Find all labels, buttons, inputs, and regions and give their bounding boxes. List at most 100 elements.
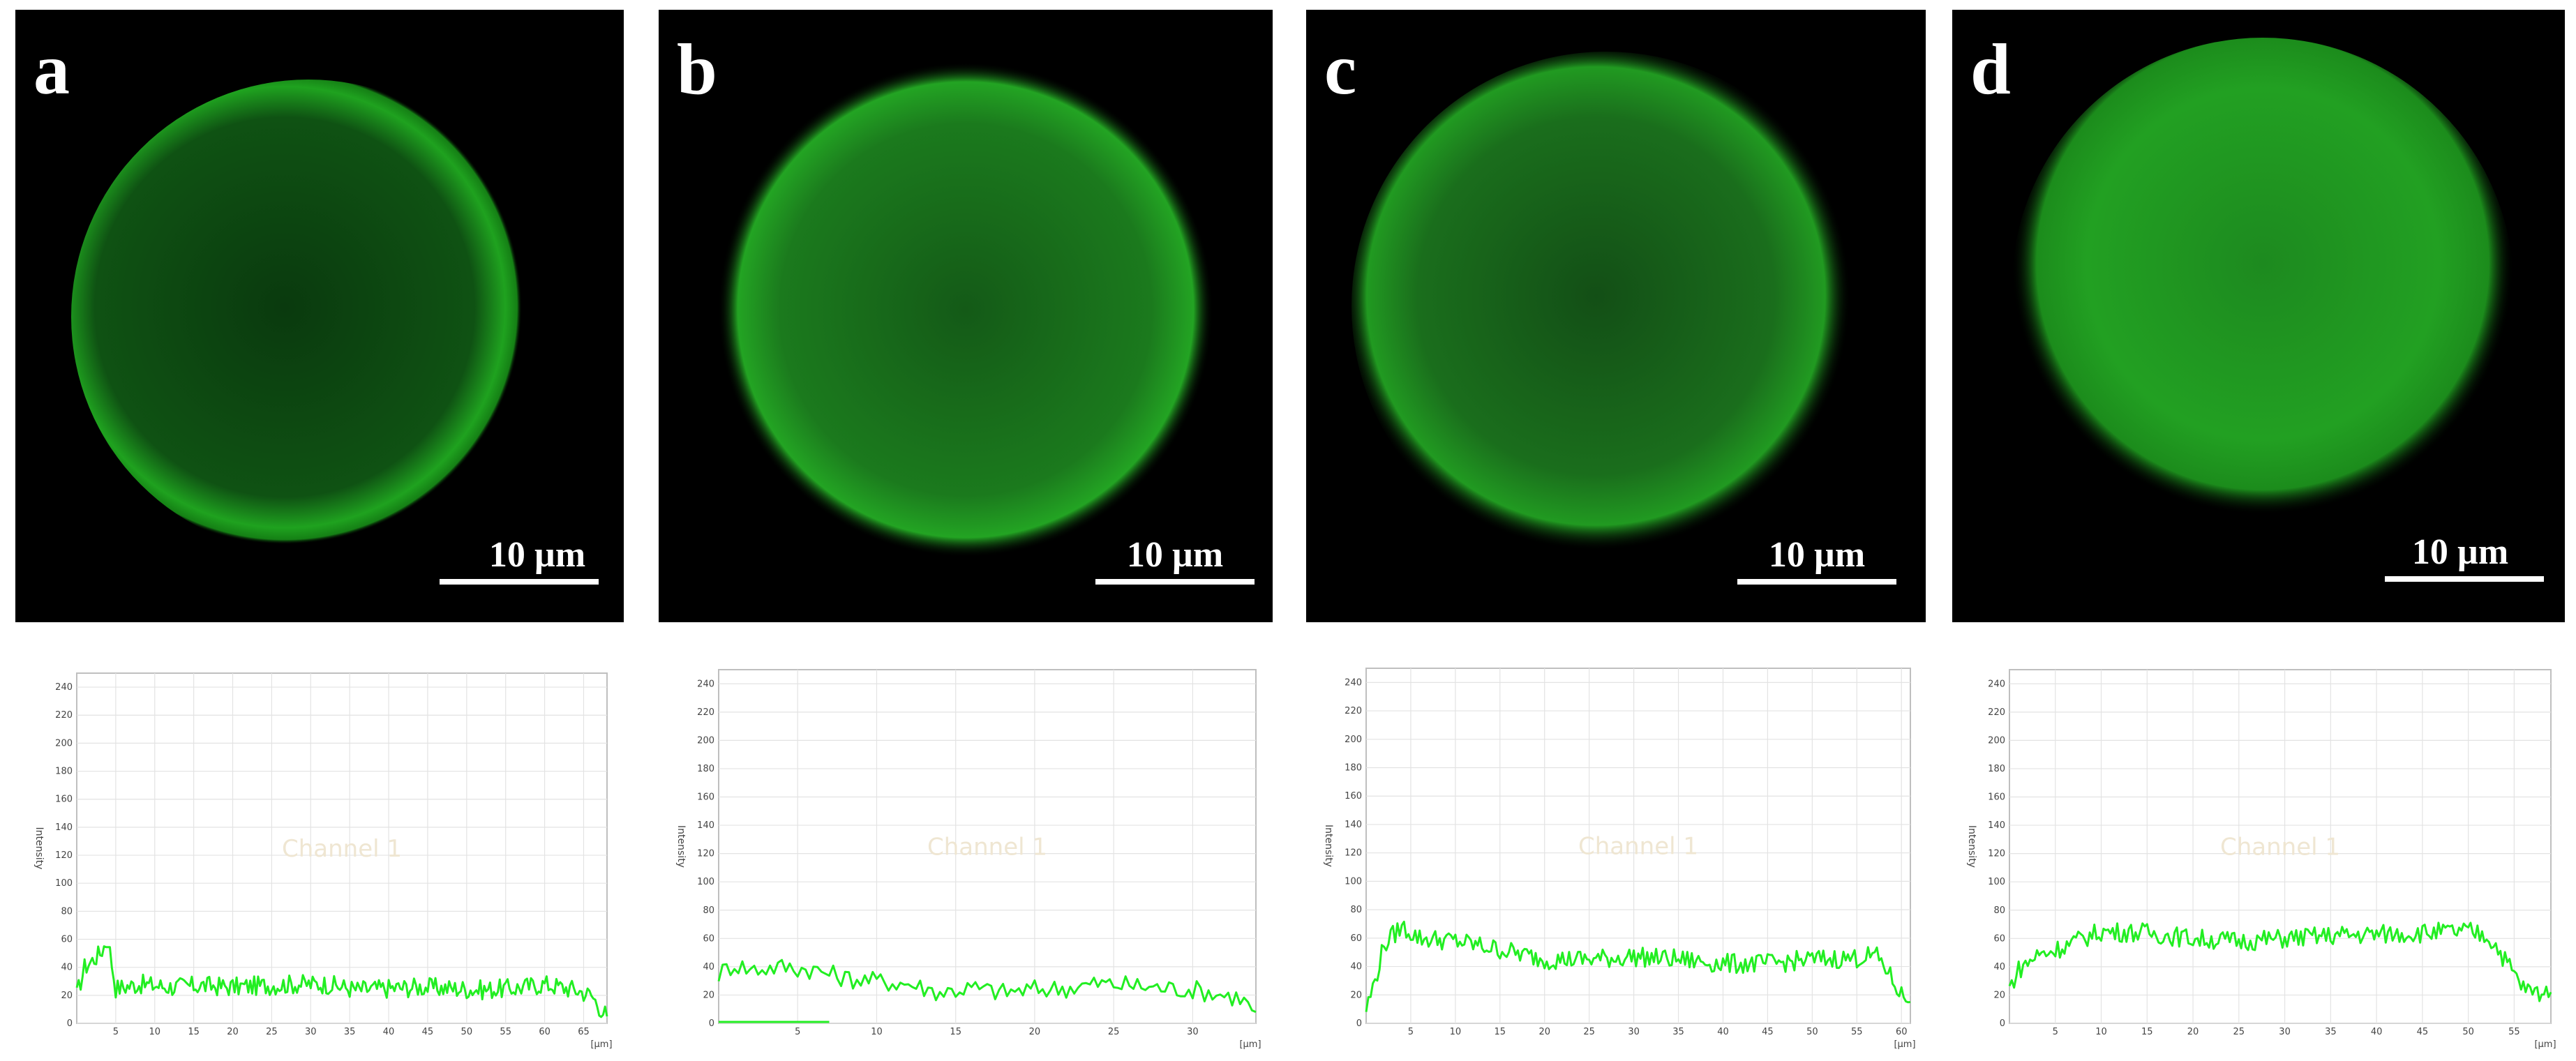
y-tick-label: 140 (697, 820, 714, 831)
scale-bar-d (2385, 576, 2544, 582)
droplet-b (718, 62, 1213, 557)
x-tick-label: 10 (871, 1027, 883, 1037)
y-tick-label: 160 (1988, 792, 2005, 803)
x-unit-label: [µm] (2534, 1039, 2556, 1050)
y-tick-label: 220 (55, 710, 73, 721)
intensity-trace (75, 945, 608, 1018)
y-tick-label: 200 (697, 735, 714, 746)
micrograph-b-image (718, 62, 1213, 557)
x-tick-label: 15 (2141, 1027, 2153, 1037)
x-tick-label: 15 (188, 1027, 200, 1037)
y-tick-label: 180 (1345, 763, 1362, 774)
y-tick-label: 60 (1350, 933, 1362, 944)
x-unit-label: [µm] (1894, 1039, 1915, 1050)
x-tick-label: 35 (344, 1027, 356, 1037)
panel-letter-b: b (677, 29, 717, 110)
intensity-trace (2008, 921, 2552, 1002)
x-tick-label: 65 (578, 1027, 590, 1037)
profile-chart-d: 0 20 40 60 80 100 120 140 160 180 200 220 240 5 10 15 20… (1954, 656, 2565, 1050)
x-tick-label: 30 (1187, 1027, 1199, 1037)
y-tick-label: 200 (1345, 735, 1362, 745)
plot-area (718, 669, 1257, 1024)
y-tick-label: 220 (1988, 707, 2005, 718)
y-tick-label: 140 (55, 822, 73, 833)
profile-chart-a: 0 20 40 60 80 100 120 140 160 180 200 220 240 5 10 15 20… (21, 659, 621, 1050)
x-tick-label: 20 (2187, 1027, 2199, 1037)
y-tick-label: 240 (1988, 679, 2005, 689)
y-tick-label: 60 (61, 935, 73, 945)
x-tick-label: 35 (1672, 1027, 1684, 1037)
y-axis-title: Intensity (1323, 825, 1334, 867)
x-tick-label: 50 (1806, 1027, 1818, 1037)
y-tick-label: 140 (1345, 820, 1362, 830)
y-tick-label: 180 (697, 764, 714, 774)
droplet-c (1351, 52, 1861, 561)
channel-overlay-label: Channel 1 (1578, 833, 1698, 861)
micrograph-a: a 10 µm (15, 10, 624, 622)
x-tick-label: 30 (2279, 1027, 2291, 1037)
x-tick-label: 25 (1108, 1027, 1120, 1037)
plot-area (1365, 668, 1911, 1024)
y-tick-label: 240 (1345, 677, 1362, 688)
droplet-d (2012, 38, 2514, 540)
x-tick-label: 20 (1538, 1027, 1550, 1037)
y-tick-label: 60 (1993, 933, 2005, 944)
y-tick-label: 180 (55, 767, 73, 777)
x-tick-label: 55 (1851, 1027, 1863, 1037)
y-tick-label: 100 (1988, 877, 2005, 887)
scale-label-b: 10 µm (1126, 535, 1224, 575)
y-tick-label: 80 (61, 906, 73, 917)
micrograph-c: c 10 µm (1306, 10, 1926, 622)
y-tick-label: 80 (1993, 905, 2005, 916)
x-tick-label: 40 (1717, 1027, 1729, 1037)
y-tick-label: 120 (1345, 848, 1362, 859)
panel-letter-d: d (1970, 29, 2011, 110)
y-tick-label: 40 (1350, 962, 1362, 972)
y-axis-title: Intensity (33, 827, 45, 870)
y-tick-label: 0 (709, 1018, 714, 1029)
droplet-a (71, 80, 546, 554)
y-tick-label: 20 (703, 990, 714, 1000)
micrograph-b: b 10 µm (659, 10, 1273, 622)
y-tick-label: 240 (55, 682, 73, 693)
y-tick-label: 40 (61, 963, 73, 973)
scale-bar-c (1737, 579, 1896, 585)
y-tick-label: 220 (1345, 706, 1362, 716)
x-tick-label: 25 (266, 1027, 278, 1037)
y-tick-label: 20 (1350, 990, 1362, 1000)
scale-bar-b (1095, 579, 1255, 585)
y-tick-label: 100 (1345, 876, 1362, 887)
y-tick-label: 180 (1988, 764, 2005, 774)
y-tick-label: 100 (55, 878, 73, 889)
micrograph-c-image (1351, 52, 1861, 561)
x-tick-label: 55 (500, 1027, 511, 1037)
x-tick-label: 25 (2233, 1027, 2245, 1037)
profile-chart-d-svg: 0 20 40 60 80 100 120 140 160 180 200 220 240 5 10 15 20… (1966, 669, 2556, 1050)
y-axis-title: Intensity (1966, 825, 1977, 868)
x-tick-label: 10 (149, 1027, 160, 1037)
y-tick-label: 160 (1345, 791, 1362, 802)
intensity-trace (1365, 920, 1911, 1012)
x-tick-label: 55 (2508, 1027, 2520, 1037)
x-tick-label: 5 (2053, 1027, 2058, 1037)
y-tick-label: 120 (1988, 849, 2005, 859)
x-tick-label: 45 (2417, 1027, 2429, 1037)
x-tick-label: 50 (461, 1027, 473, 1037)
y-tick-label: 0 (67, 1018, 73, 1029)
profile-chart-a-svg: 0 20 40 60 80 100 120 140 160 180 200 220 240 5 10 15 20… (33, 672, 613, 1050)
scale-label-a: 10 µm (488, 535, 586, 575)
y-tick-label: 20 (1993, 990, 2005, 1000)
x-tick-label: 60 (539, 1027, 551, 1037)
y-tick-label: 80 (1350, 905, 1362, 915)
plot-area (2009, 669, 2552, 1024)
x-tick-label: 5 (113, 1027, 119, 1037)
x-unit-label: [µm] (590, 1039, 612, 1050)
profile-chart-c-svg: 0 20 40 60 80 100 120 140 160 180 200 220 240 5 10 15 20… (1323, 668, 1916, 1050)
plot-area (76, 672, 608, 1024)
x-tick-label: 15 (950, 1027, 961, 1037)
x-tick-label: 10 (2095, 1027, 2107, 1037)
x-tick-label: 45 (1762, 1027, 1774, 1037)
channel-overlay-label: Channel 1 (282, 835, 402, 863)
profile-chart-c: 0 20 40 60 80 100 120 140 160 180 200 220 240 5 10 15 20… (1310, 654, 1924, 1050)
scale-label-d: 10 µm (2411, 532, 2509, 572)
